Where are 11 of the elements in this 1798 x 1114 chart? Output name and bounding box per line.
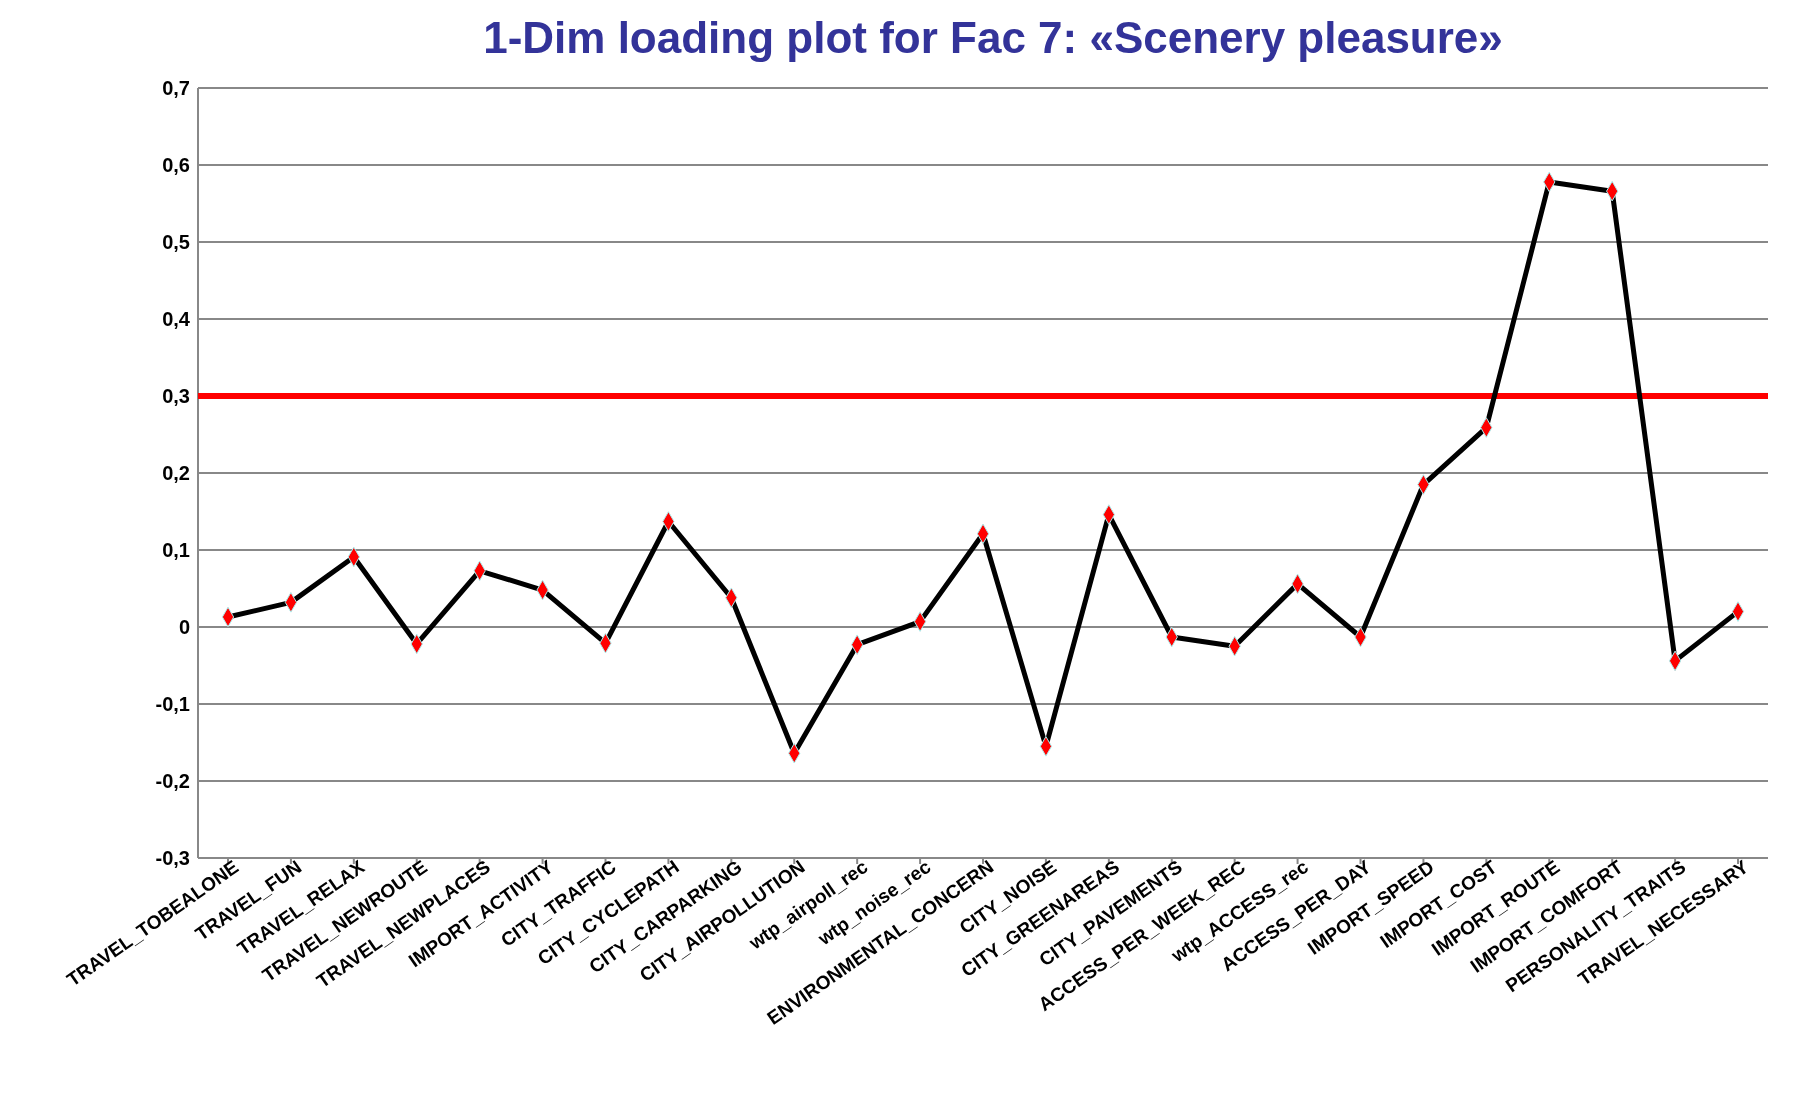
y-tick-label: 0,4 xyxy=(162,308,191,330)
chart-title: 1-Dim loading plot for Fac 7: «Scenery pleasure» xyxy=(483,13,1503,62)
y-tick-label: -0,1 xyxy=(155,693,190,715)
y-tick-label: 0,1 xyxy=(162,539,190,561)
y-tick-label: 0 xyxy=(178,616,190,638)
y-tick-label: 0,6 xyxy=(162,154,190,176)
y-tick-label: 0,7 xyxy=(162,77,190,99)
y-tick-label: 0,2 xyxy=(162,462,190,484)
y-tick-label: 0,3 xyxy=(162,385,190,407)
y-tick-label: 0,5 xyxy=(162,231,190,253)
y-tick-label: -0,2 xyxy=(155,770,190,792)
